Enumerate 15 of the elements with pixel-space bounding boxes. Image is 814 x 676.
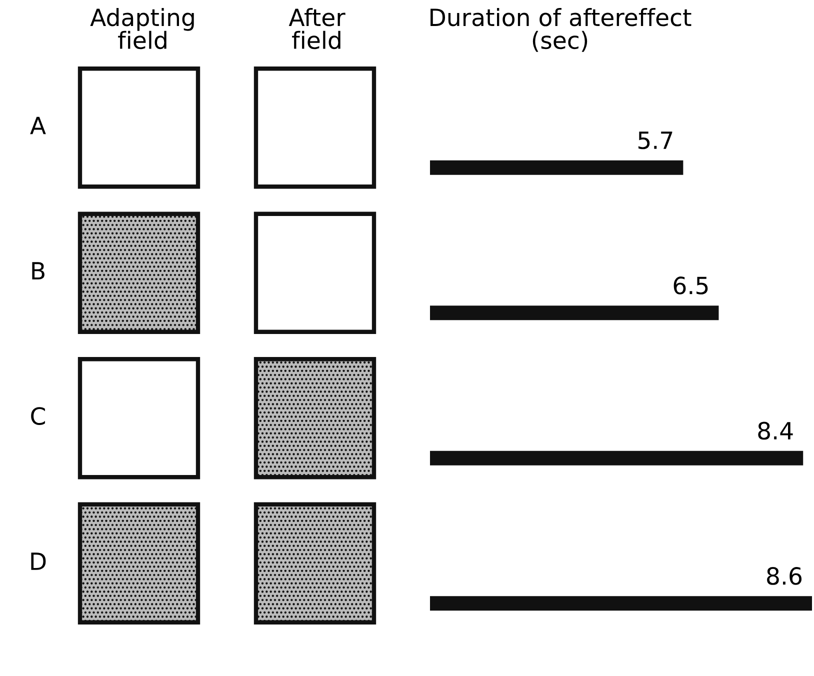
y-tick-label: A <box>30 116 46 134</box>
bar <box>430 450 804 466</box>
text: Adapting field <box>90 8 194 50</box>
chart-title: Duration of aftereffect (sec) <box>430 8 692 52</box>
text: After field <box>288 8 346 50</box>
y-tick-label: D <box>31 552 46 570</box>
data-label: 8.6 <box>767 567 802 585</box>
y-tick-label: B <box>32 262 44 280</box>
data-label: 8.4 <box>758 422 793 440</box>
bar <box>430 160 684 175</box>
bar <box>430 306 719 320</box>
data-label: 6.5 <box>674 276 708 294</box>
bar <box>430 596 812 611</box>
y-tick-label: C <box>31 407 45 425</box>
data-label: 5.7 <box>638 132 672 150</box>
